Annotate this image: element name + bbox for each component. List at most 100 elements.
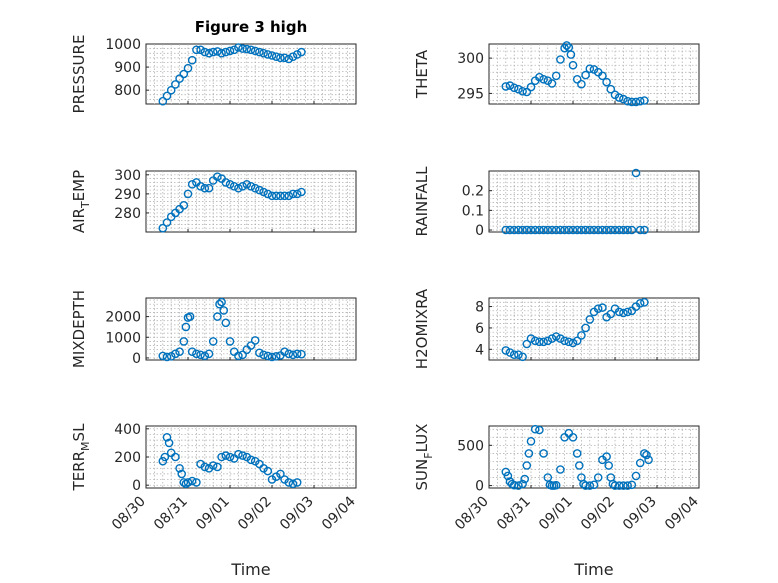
data-point — [263, 50, 273, 59]
data-point — [530, 424, 540, 434]
y-tick-label: 300 — [114, 168, 141, 184]
data-point — [547, 334, 557, 343]
data-point — [509, 480, 519, 490]
data-point — [606, 84, 616, 94]
data-point — [204, 183, 214, 193]
data-point — [623, 307, 632, 317]
y-tick-label: 280 — [114, 206, 141, 222]
data-point — [627, 97, 637, 107]
data-point — [635, 458, 645, 468]
data-point — [543, 336, 553, 346]
data-point — [581, 225, 590, 235]
data-point — [246, 181, 256, 191]
data-point — [183, 63, 193, 73]
subplot-sun-flux: 0 500 08/30 08/31 09/01 09/02 09/03 09/04 SUNFLU… — [413, 424, 702, 534]
axes-box — [488, 170, 700, 233]
data-point — [526, 225, 536, 235]
data-point — [192, 349, 201, 359]
data-point — [606, 225, 616, 235]
x-tick-label: 09/04 — [662, 493, 702, 533]
data-point — [187, 55, 197, 65]
y-tick-label: 0 — [475, 223, 484, 239]
x-tick-label: 09/01 — [193, 494, 233, 534]
data-point — [225, 452, 235, 462]
data-point — [614, 481, 624, 490]
data-point — [614, 93, 624, 102]
y-axis-label: THETA — [413, 49, 431, 99]
data-point — [539, 75, 548, 84]
data-point — [614, 307, 624, 317]
data-point — [560, 336, 569, 346]
data-point — [250, 336, 260, 345]
data-point — [589, 480, 599, 490]
x-tick-label: 09/01 — [536, 494, 576, 534]
data-point — [280, 191, 289, 201]
data-point — [297, 47, 306, 57]
subplot-mixdepth: 0 1000 2000 MIXDEPTH — [70, 290, 357, 368]
data-point — [606, 309, 616, 319]
data-point — [593, 473, 603, 482]
data-point — [535, 425, 544, 435]
data-point — [551, 71, 561, 81]
data-point — [213, 462, 222, 472]
data-point — [250, 183, 260, 193]
data-point — [572, 449, 582, 458]
data-point — [560, 225, 569, 235]
data-point — [267, 51, 277, 60]
subplot-terr-msl: 0 200 400 08/30 08/31 09/01 09/02 09/03 09/04 TER… — [70, 422, 359, 534]
data-point — [234, 449, 243, 459]
data-point — [292, 349, 302, 359]
data-point — [221, 318, 231, 328]
data-point — [204, 349, 214, 359]
data-point — [158, 96, 168, 106]
data-point — [162, 352, 172, 362]
data-point — [623, 225, 632, 235]
data-point — [263, 351, 273, 361]
data-point — [539, 449, 548, 458]
data-point — [162, 218, 172, 227]
y-axis-label: PRESSURE — [70, 35, 88, 114]
data-point — [183, 189, 193, 199]
data-point — [171, 452, 180, 462]
data-point — [575, 461, 584, 470]
data-point — [598, 225, 607, 235]
x-axis-label-left: Time — [230, 560, 270, 579]
data-point — [585, 481, 595, 490]
data-point — [177, 469, 186, 479]
data-point — [526, 436, 536, 446]
y-axis-label: AIRTEMP — [70, 170, 92, 233]
data-point — [284, 54, 294, 64]
data-point — [280, 347, 289, 357]
data-point — [234, 351, 243, 361]
data-point — [572, 336, 582, 346]
data-point — [623, 481, 632, 490]
y-tick-label: 0.1 — [462, 203, 484, 219]
data-point — [238, 451, 247, 460]
data-point — [200, 462, 210, 472]
data-point — [259, 48, 268, 58]
data-point — [564, 337, 574, 347]
subplot-pressure: 800 900 1000 PRESSURE — [70, 35, 357, 114]
data-point — [568, 60, 578, 70]
x-tick-label: 08/30 — [109, 494, 149, 534]
figure-title: Figure 3 high — [195, 18, 308, 36]
data-point — [215, 299, 224, 309]
data-point — [514, 350, 523, 360]
data-point — [238, 181, 247, 191]
data-point — [255, 348, 264, 358]
data-point — [514, 84, 523, 94]
y-tick-label: 8 — [475, 300, 484, 316]
y-axis-label: TERRMSL — [70, 423, 92, 492]
y-tick-label: 400 — [114, 422, 141, 438]
data-point — [602, 77, 611, 87]
data-point — [246, 455, 256, 465]
data-point — [593, 225, 603, 235]
data-point — [288, 350, 298, 360]
data-point — [535, 225, 544, 235]
data-point — [158, 456, 168, 466]
data-point — [179, 200, 189, 210]
data-point — [175, 347, 184, 357]
data-point — [219, 306, 228, 315]
data-point — [271, 191, 281, 201]
data-point — [242, 179, 252, 189]
